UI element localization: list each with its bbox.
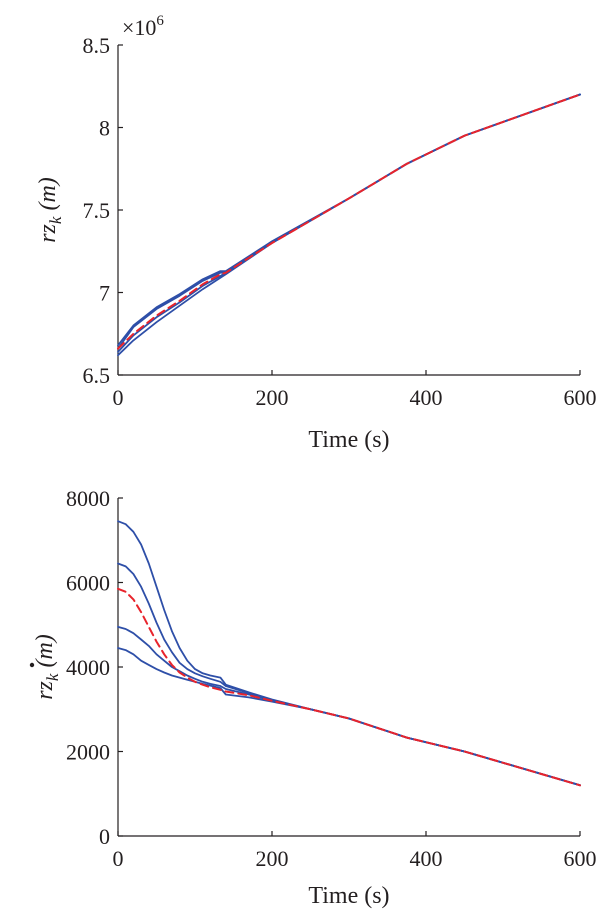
- y-axis-label-unit: (m): [35, 177, 61, 210]
- y-tick-label: 6000: [66, 571, 110, 596]
- y-tick-label: 8: [99, 116, 110, 141]
- series-estimate-line: [117, 562, 581, 787]
- series-reference-line: [117, 587, 581, 787]
- x-tick-label: 200: [256, 846, 289, 871]
- series-estimate-line: [117, 93, 581, 350]
- series-estimate-line: [117, 520, 581, 787]
- x-axis-label: Time (s): [308, 883, 389, 909]
- chart-1: 0 200 400 600 6.5 7 7.5 8 8.5 ×106 Time (s) rzk (m): [35, 13, 597, 453]
- x-tick-label: 400: [410, 385, 443, 410]
- x-axis-label: Time (s): [308, 427, 389, 453]
- y-multiplier-base: ×10: [122, 15, 156, 40]
- x-tick-label: 600: [564, 385, 597, 410]
- series-estimate-line: [117, 93, 581, 357]
- y-axis-label-unit: (m): [32, 634, 58, 667]
- series-estimate-line: [117, 93, 581, 353]
- y-tick-label: 7.5: [83, 198, 111, 223]
- series-estimate-line: [117, 93, 581, 347]
- y-axis-label-subscript: k: [46, 216, 65, 224]
- y-multiplier: ×106: [122, 13, 164, 40]
- y-axis-label: rzk (m): [35, 177, 65, 243]
- series-reference-line: [117, 93, 581, 350]
- x-tick-label: 0: [113, 385, 124, 410]
- y-multiplier-exponent: 6: [156, 13, 164, 29]
- y-tick-label: 7: [99, 281, 110, 306]
- y-tick-label: 0: [99, 824, 110, 849]
- y-axis-label-subscript: k: [43, 673, 62, 681]
- x-tick-label: 600: [564, 846, 597, 871]
- x-tick-label: 400: [410, 846, 443, 871]
- y-axis-label-base: rz: [32, 680, 58, 699]
- y-axis-label-text: rzk (m): [35, 177, 65, 243]
- series-estimate-line: [117, 626, 581, 787]
- y-tick-label: 8.5: [83, 33, 111, 58]
- y-axis-label: rzk (m): [29, 634, 62, 700]
- y-tick-label: 8000: [66, 486, 110, 511]
- y-tick-label: 2000: [66, 740, 110, 765]
- y-axis-label-base: rz: [35, 223, 61, 242]
- x-tick-label: 200: [256, 385, 289, 410]
- y-tick-label: 6.5: [83, 363, 111, 388]
- y-axis-label-text: rzk (m): [32, 634, 62, 700]
- y-axis-label-dot: [29, 662, 35, 668]
- x-tick-label: 0: [113, 846, 124, 871]
- y-tick-label: 4000: [66, 655, 110, 680]
